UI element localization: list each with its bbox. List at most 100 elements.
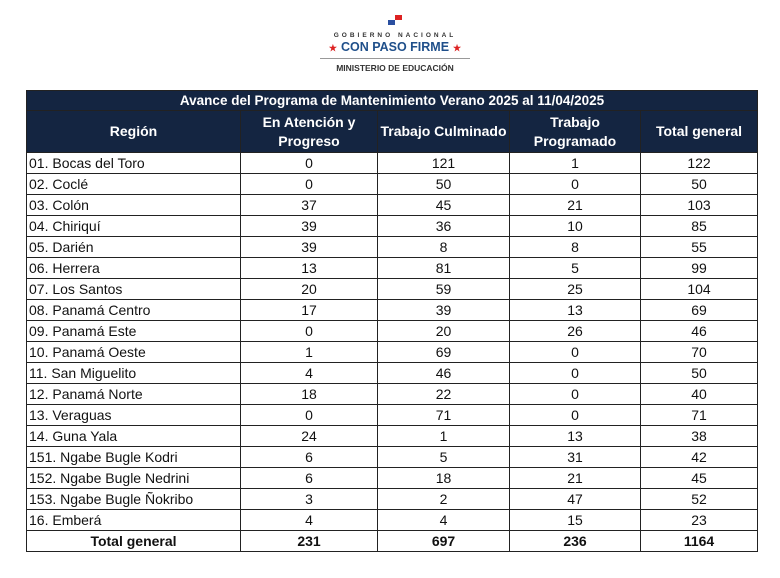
cell-in-progress: 4	[240, 362, 378, 384]
cell-completed: 45	[377, 194, 510, 216]
cell-scheduled: 10	[509, 215, 641, 237]
cell-in-progress: 3	[240, 488, 378, 510]
cell-region: 16. Emberá	[26, 509, 241, 531]
cell-region: 02. Coclé	[26, 173, 241, 195]
cell-scheduled: 15	[509, 509, 641, 531]
column-header-in-progress: En Atención y Progreso	[240, 110, 378, 153]
cell-in-progress: 18	[240, 383, 378, 405]
cell-in-progress: 1	[240, 341, 378, 363]
cell-in-progress: 0	[240, 152, 378, 174]
cell-in-progress: 24	[240, 425, 378, 447]
cell-completed: 71	[377, 404, 510, 426]
cell-total: 50	[639, 173, 759, 195]
table-row: 152. Ngabe Bugle Nedrini 6 18 21 45	[26, 467, 759, 489]
cell-in-progress: 17	[240, 299, 378, 321]
total-in-progress: 231	[240, 530, 378, 552]
cell-total: 45	[639, 467, 759, 489]
cell-scheduled: 8	[509, 236, 641, 258]
cell-region: 07. Los Santos	[26, 278, 241, 300]
cell-region: 152. Ngabe Bugle Nedrini	[26, 467, 241, 489]
total-row: Total general 231 697 236 1164	[26, 530, 759, 552]
cell-region: 03. Colón	[26, 194, 241, 216]
cell-total: 71	[639, 404, 759, 426]
cell-completed: 1	[377, 425, 510, 447]
cell-region: 06. Herrera	[26, 257, 241, 279]
cell-total: 85	[639, 215, 759, 237]
cell-region: 14. Guna Yala	[26, 425, 241, 447]
cell-total: 122	[639, 152, 759, 174]
cell-total: 40	[639, 383, 759, 405]
table-row: 08. Panamá Centro 17 39 13 69	[26, 299, 759, 321]
cell-in-progress: 20	[240, 278, 378, 300]
cell-in-progress: 37	[240, 194, 378, 216]
cell-total: 38	[639, 425, 759, 447]
cell-total: 70	[639, 341, 759, 363]
cell-in-progress: 0	[240, 404, 378, 426]
logo-line2-text: CON PASO FIRME	[340, 40, 450, 54]
cell-in-progress: 4	[240, 509, 378, 531]
cell-in-progress: 0	[240, 320, 378, 342]
table-title: Avance del Programa de Mantenimiento Ver…	[25, 90, 759, 111]
cell-completed: 39	[377, 299, 510, 321]
cell-scheduled: 21	[509, 194, 641, 216]
cell-completed: 46	[377, 362, 510, 384]
cell-total: 103	[639, 194, 759, 216]
cell-total: 46	[639, 320, 759, 342]
table-row: 151. Ngabe Bugle Kodri 6 5 31 42	[26, 446, 759, 468]
cell-scheduled: 0	[509, 362, 641, 384]
table-row: 09. Panamá Este 0 20 26 46	[26, 320, 759, 342]
table-row: 14. Guna Yala 24 1 13 38	[26, 425, 759, 447]
table-row: 11. San Miguelito 4 46 0 50	[26, 362, 759, 384]
cell-scheduled: 1	[509, 152, 641, 174]
cell-scheduled: 0	[509, 383, 641, 405]
cell-completed: 36	[377, 215, 510, 237]
cell-region: 13. Veraguas	[26, 404, 241, 426]
cell-total: 52	[639, 488, 759, 510]
cell-total: 23	[639, 509, 759, 531]
table-row: 04. Chiriquí 39 36 10 85	[26, 215, 759, 237]
total-region: Total general	[26, 530, 241, 552]
cell-region: 04. Chiriquí	[26, 215, 241, 237]
table-row: 02. Coclé 0 50 0 50	[26, 173, 759, 195]
logo-line1: GOBIERNO NACIONAL	[333, 32, 457, 39]
cell-region: 09. Panamá Este	[26, 320, 241, 342]
cell-total: 99	[639, 257, 759, 279]
cell-completed: 59	[377, 278, 510, 300]
total-completed: 697	[377, 530, 510, 552]
cell-scheduled: 5	[509, 257, 641, 279]
cell-in-progress: 0	[240, 173, 378, 195]
cell-scheduled: 25	[509, 278, 641, 300]
cell-total: 42	[639, 446, 759, 468]
cell-region: 151. Ngabe Bugle Kodri	[26, 446, 241, 468]
cell-completed: 20	[377, 320, 510, 342]
cell-completed: 8	[377, 236, 510, 258]
cell-completed: 18	[377, 467, 510, 489]
cell-region: 12. Panamá Norte	[26, 383, 241, 405]
logo-line3: MINISTERIO DE EDUCACIÓN	[336, 63, 454, 73]
maintenance-table: Avance del Programa de Mantenimiento Ver…	[25, 90, 759, 552]
cell-scheduled: 21	[509, 467, 641, 489]
cell-in-progress: 13	[240, 257, 378, 279]
table-row: 16. Emberá 4 4 15 23	[26, 509, 759, 531]
table-row: 01. Bocas del Toro 0 121 1 122	[26, 152, 759, 174]
cell-scheduled: 13	[509, 299, 641, 321]
ministry-logo: GOBIERNO NACIONAL ★ CON PASO FIRME ★ MINIS…	[300, 14, 490, 73]
flag-icon	[388, 15, 402, 25]
cell-in-progress: 39	[240, 236, 378, 258]
cell-in-progress: 39	[240, 215, 378, 237]
cell-scheduled: 47	[509, 488, 641, 510]
cell-region: 153. Ngabe Bugle Ñokribo	[26, 488, 241, 510]
cell-region: 11. San Miguelito	[26, 362, 241, 384]
cell-region: 01. Bocas del Toro	[26, 152, 241, 174]
table-row: 06. Herrera 13 81 5 99	[26, 257, 759, 279]
table-row: 12. Panamá Norte 18 22 0 40	[26, 383, 759, 405]
table-row: 10. Panamá Oeste 1 69 0 70	[26, 341, 759, 363]
logo-line2: ★ CON PASO FIRME ★	[328, 40, 462, 54]
cell-completed: 2	[377, 488, 510, 510]
column-header-region: Región	[26, 110, 241, 153]
cell-scheduled: 0	[509, 404, 641, 426]
cell-in-progress: 6	[240, 446, 378, 468]
column-header-scheduled: Trabajo Programado	[509, 110, 641, 153]
table-row: 05. Darién 39 8 8 55	[26, 236, 759, 258]
cell-completed: 5	[377, 446, 510, 468]
